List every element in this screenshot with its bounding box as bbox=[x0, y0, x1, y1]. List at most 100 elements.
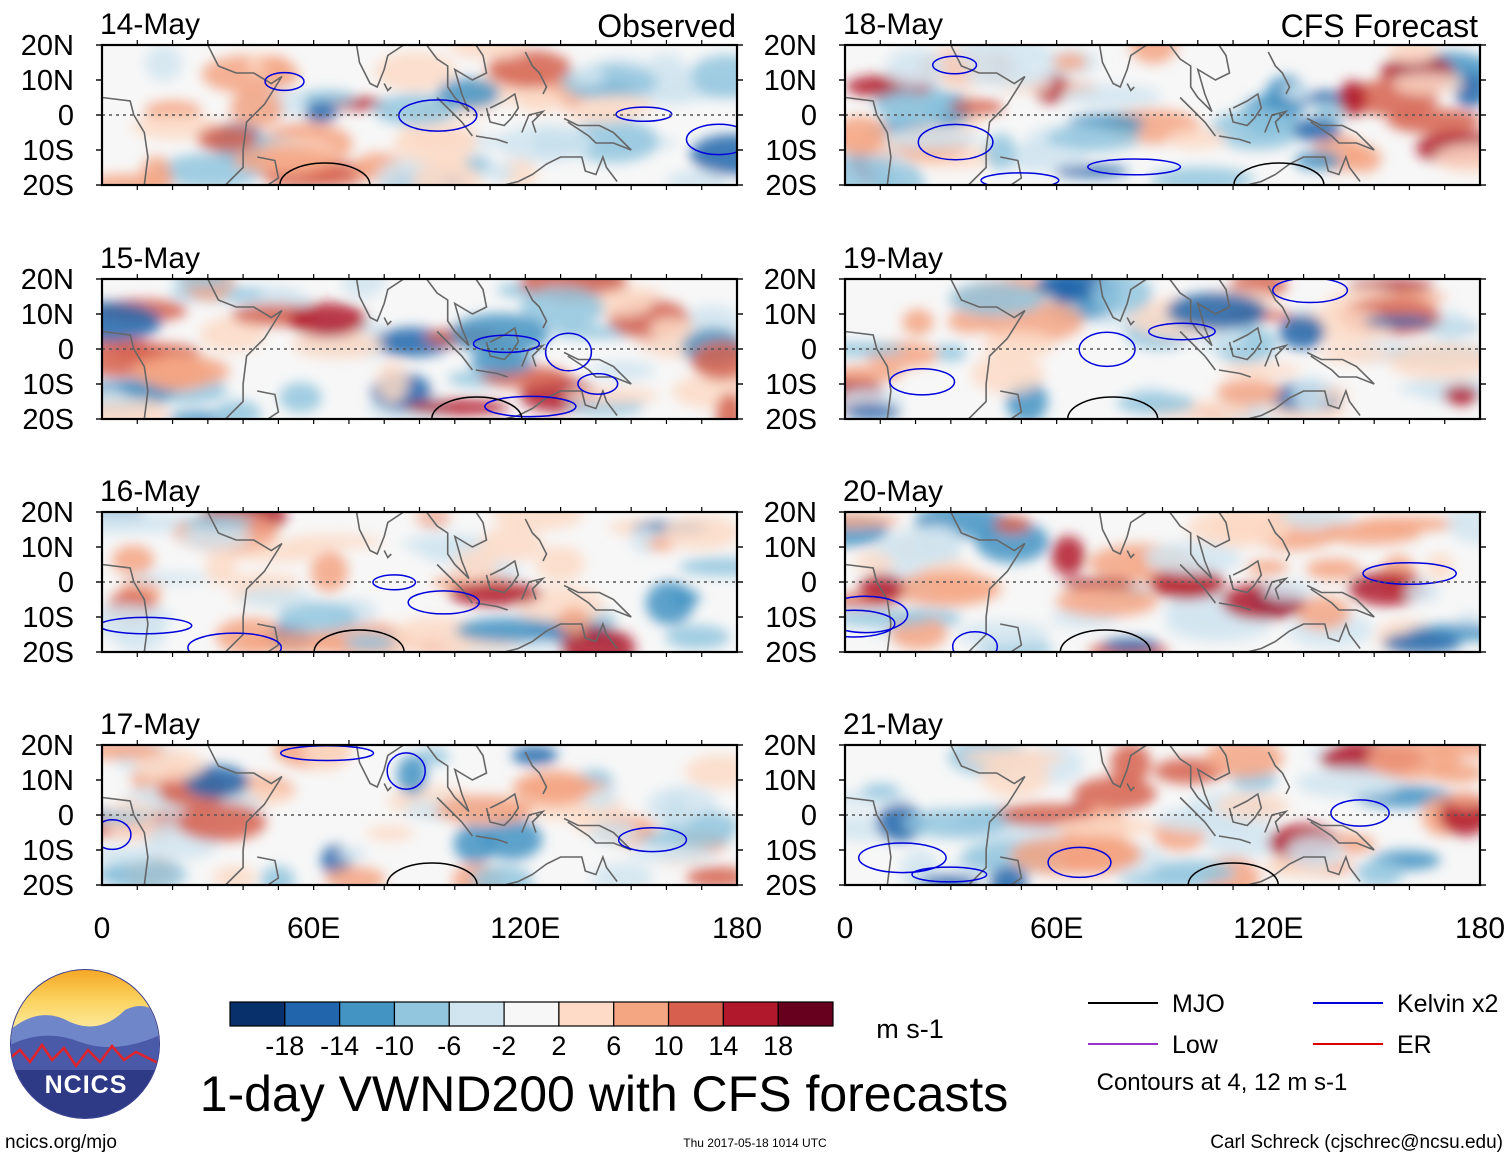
colorbar-swatch bbox=[722, 1001, 779, 1027]
y-tick-label: 0 bbox=[801, 800, 817, 832]
colorbar-swatch bbox=[503, 1001, 560, 1027]
y-tick-label: 10N bbox=[764, 532, 817, 564]
y-tick-label: 20S bbox=[765, 637, 817, 669]
colorbar-units: m s-1 bbox=[876, 1014, 944, 1044]
y-tick-label: 20S bbox=[765, 870, 817, 902]
y-tick-label: 10S bbox=[22, 369, 74, 401]
y-tick-label: 10N bbox=[21, 765, 74, 797]
panel-date-label: 16-May bbox=[100, 475, 200, 508]
x-tick-label: 180 bbox=[712, 912, 762, 945]
y-tick-label: 20S bbox=[22, 870, 74, 902]
legend-label: MJO bbox=[1172, 990, 1225, 1018]
y-tick-label: 10S bbox=[22, 835, 74, 867]
x-tick-label: 120E bbox=[1233, 912, 1303, 945]
contour-legend: MJO Kelvin x2 Low ER bbox=[1088, 990, 1498, 1059]
ncics-logo: NCICS bbox=[10, 969, 160, 1119]
y-tick-label: 10N bbox=[21, 299, 74, 331]
y-tick-label: 10S bbox=[22, 135, 74, 167]
panel-date-label: 20-May bbox=[843, 475, 943, 508]
x-tick-label: 60E bbox=[287, 912, 340, 945]
y-tick-label: 0 bbox=[801, 100, 817, 132]
panel-grid: 14-May20N10N010S20S15-May20N10N010S20S16… bbox=[21, 8, 1486, 902]
website-link[interactable]: ncics.org/mjo bbox=[5, 1132, 117, 1153]
colorbar: -18 -14 -10 -6 -2 2 6 10 14 18 bbox=[229, 1001, 834, 1061]
y-tick-label: 10S bbox=[765, 835, 817, 867]
y-tick-label: 10N bbox=[21, 532, 74, 564]
y-tick-label: 10S bbox=[22, 602, 74, 634]
x-tick-label: 0 bbox=[837, 912, 854, 945]
colorbar-swatch bbox=[667, 1001, 724, 1027]
panel-date-label: 15-May bbox=[100, 242, 200, 275]
y-tick-label: 20N bbox=[21, 30, 74, 62]
y-tick-label: 20S bbox=[22, 170, 74, 202]
panel-date-label: 19-May bbox=[843, 242, 943, 275]
y-tick-label: 10N bbox=[764, 765, 817, 797]
colorbar-tick-label: 10 bbox=[654, 1031, 684, 1061]
column-title-forecast: CFS Forecast bbox=[1281, 8, 1478, 44]
y-tick-label: 0 bbox=[58, 800, 74, 832]
y-tick-label: 10S bbox=[765, 602, 817, 634]
y-tick-label: 0 bbox=[801, 567, 817, 599]
y-tick-label: 20N bbox=[21, 497, 74, 529]
legend-label: ER bbox=[1397, 1031, 1432, 1059]
y-tick-label: 0 bbox=[58, 100, 74, 132]
author-credit: Carl Schreck (cjschrec@ncsu.edu) bbox=[1210, 1132, 1503, 1153]
colorbar-tick-label: -18 bbox=[265, 1031, 304, 1061]
x-tick-label: 60E bbox=[1030, 912, 1083, 945]
colorbar-swatch bbox=[448, 1001, 505, 1027]
y-tick-label: 10N bbox=[21, 65, 74, 97]
y-tick-label: 10N bbox=[764, 65, 817, 97]
colorbar-tick-label: -6 bbox=[437, 1031, 461, 1061]
colorbar-swatch bbox=[393, 1001, 450, 1027]
colorbar-tick-label: 14 bbox=[708, 1031, 738, 1061]
y-tick-label: 0 bbox=[801, 334, 817, 366]
colorbar-swatch bbox=[284, 1001, 341, 1027]
x-tick-label: 120E bbox=[490, 912, 560, 945]
colorbar-swatch bbox=[558, 1001, 615, 1027]
colorbar-swatch bbox=[777, 1001, 834, 1027]
logo-text: NCICS bbox=[45, 1071, 128, 1099]
y-tick-label: 20S bbox=[765, 170, 817, 202]
y-tick-label: 20N bbox=[764, 730, 817, 762]
colorbar-swatch bbox=[613, 1001, 670, 1027]
y-tick-label: 20S bbox=[22, 637, 74, 669]
panel-date-label: 17-May bbox=[100, 708, 200, 741]
y-tick-label: 20N bbox=[21, 730, 74, 762]
x-axis-labels: 0 60E 120E 180 0 60E 120E 180 bbox=[94, 912, 1505, 945]
y-tick-label: 20N bbox=[764, 30, 817, 62]
timestamp: Thu 2017-05-18 1014 UTC bbox=[683, 1136, 827, 1150]
contour-note: Contours at 4, 12 m s-1 bbox=[1097, 1069, 1348, 1096]
y-tick-label: 10N bbox=[764, 299, 817, 331]
colorbar-tick-label: -2 bbox=[492, 1031, 516, 1061]
colorbar-tick-label: 18 bbox=[763, 1031, 793, 1061]
colorbar-tick-label: -10 bbox=[375, 1031, 414, 1061]
colorbar-swatch bbox=[339, 1001, 396, 1027]
panel-date-label: 14-May bbox=[100, 8, 200, 41]
colorbar-tick-label: 2 bbox=[551, 1031, 566, 1061]
y-tick-label: 0 bbox=[58, 334, 74, 366]
colorbar-tick-label: 6 bbox=[606, 1031, 621, 1061]
y-tick-label: 0 bbox=[58, 567, 74, 599]
panel-date-label: 21-May bbox=[843, 708, 943, 741]
legend-label: Kelvin x2 bbox=[1397, 990, 1498, 1018]
y-tick-label: 20N bbox=[764, 497, 817, 529]
legend-label: Low bbox=[1172, 1031, 1219, 1059]
y-tick-label: 20N bbox=[21, 264, 74, 296]
x-tick-label: 180 bbox=[1455, 912, 1505, 945]
colorbar-swatch bbox=[229, 1001, 286, 1027]
column-title-observed: Observed bbox=[597, 8, 736, 44]
figure-title: 1-day VWND200 with CFS forecasts bbox=[200, 1066, 1009, 1122]
panel-date-label: 18-May bbox=[843, 8, 943, 41]
y-tick-label: 20N bbox=[764, 264, 817, 296]
y-tick-label: 10S bbox=[765, 135, 817, 167]
y-tick-label: 10S bbox=[765, 369, 817, 401]
colorbar-tick-label: -14 bbox=[320, 1031, 359, 1061]
